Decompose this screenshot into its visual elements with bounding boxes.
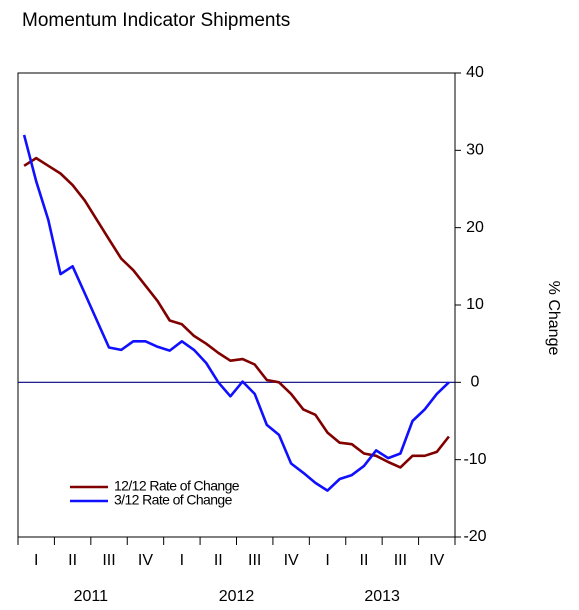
y-tick-label: 30 xyxy=(466,142,484,159)
x-tick-label: I xyxy=(180,552,184,569)
series-line xyxy=(23,156,450,469)
y-tick-label: -20 xyxy=(463,528,486,545)
x-tick-label: I xyxy=(34,552,38,569)
x-tick-label: II xyxy=(214,552,223,569)
x-tick-label: III xyxy=(394,552,407,569)
x-tick-label: IV xyxy=(138,552,153,569)
x-tick-label: III xyxy=(248,552,261,569)
x-tick-label: III xyxy=(102,552,115,569)
x-tick-label: II xyxy=(68,552,77,569)
y-tick-label: -10 xyxy=(463,451,486,468)
x-group-label: 2012 xyxy=(219,588,255,605)
y-axis-label: % Change xyxy=(545,281,562,356)
x-tick-label: II xyxy=(360,552,369,569)
chart-title: Momentum Indicator Shipments xyxy=(22,10,290,31)
y-tick-label: 40 xyxy=(466,64,484,81)
legend-label: 3/12 Rate of Change xyxy=(114,492,233,508)
x-tick-label: IV xyxy=(429,552,444,569)
y-tick-label: 10 xyxy=(466,296,484,313)
y-tick-label: 0 xyxy=(471,374,480,391)
x-group-label: 2013 xyxy=(364,588,400,605)
series-line xyxy=(22,134,450,492)
legend-label: 12/12 Rate of Change xyxy=(114,478,240,494)
x-tick-label: IV xyxy=(284,552,299,569)
plot-frame xyxy=(17,72,456,538)
x-group-label: 2011 xyxy=(74,588,109,605)
x-tick-label: I xyxy=(325,552,329,569)
y-tick-label: 20 xyxy=(466,219,484,236)
